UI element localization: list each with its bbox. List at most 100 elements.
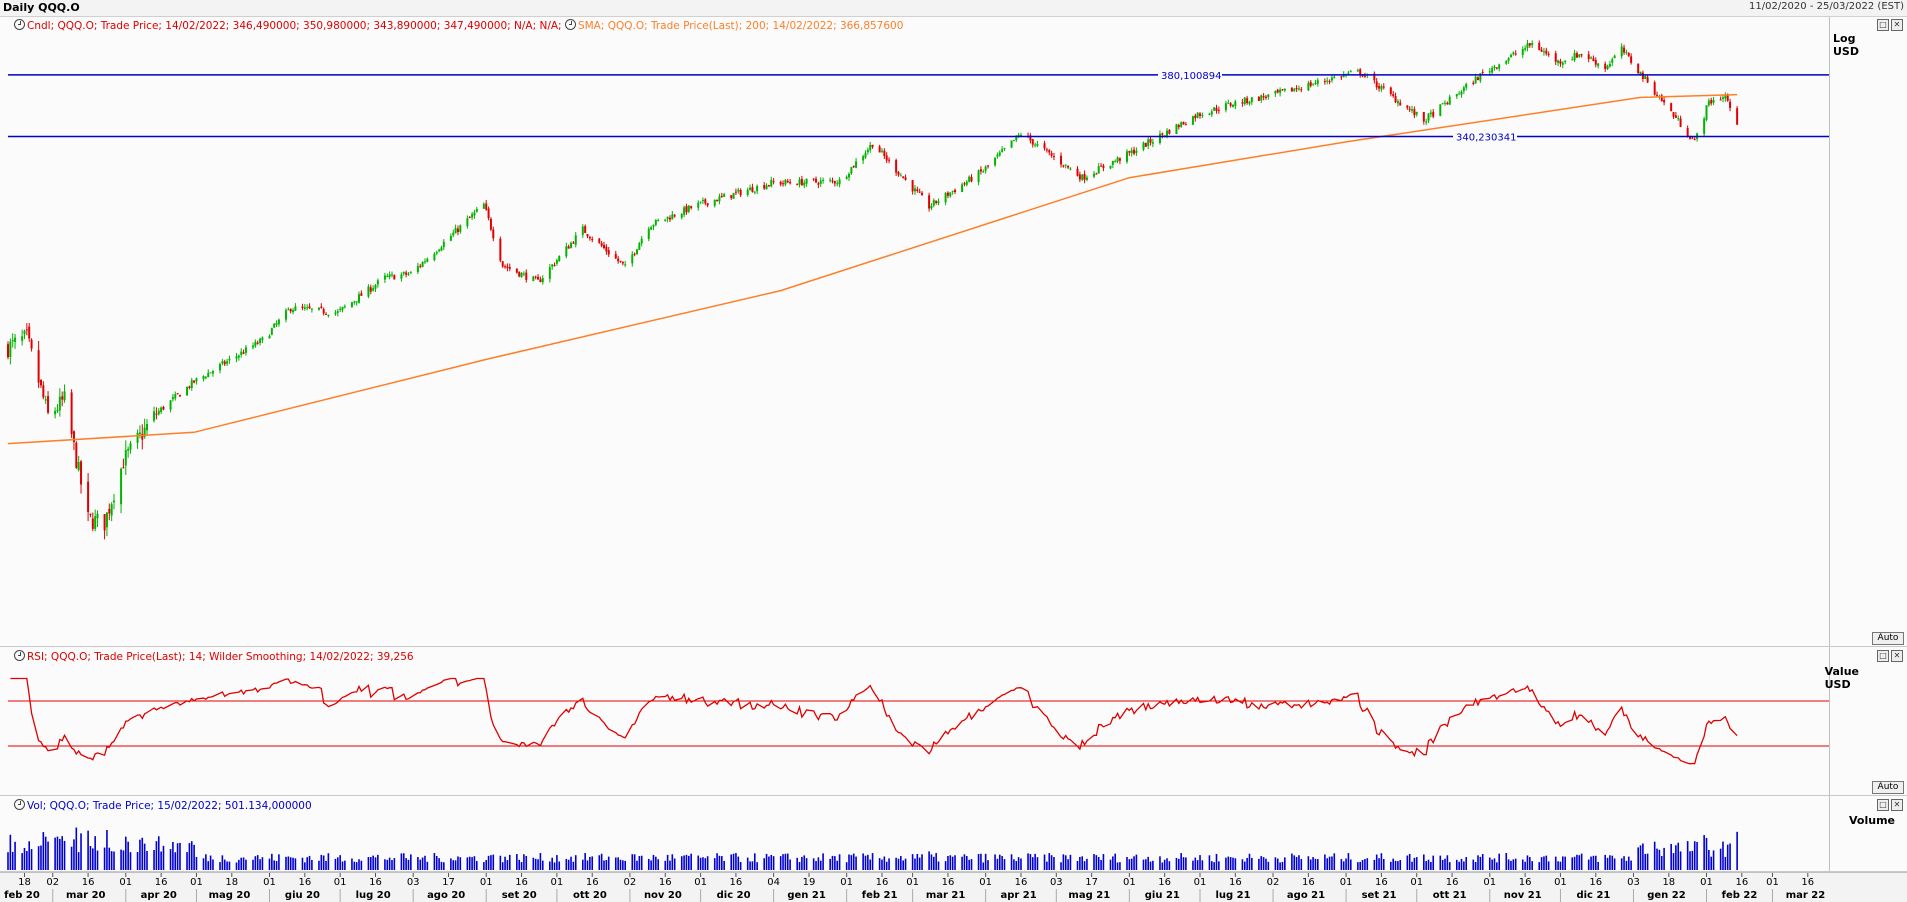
volume-bar — [188, 843, 191, 870]
time-axis[interactable]: 18 02 16 01 16 01 18 01 16 01 16 03 17 01 16 01 16 02 16 01… — [0, 872, 1907, 902]
price-chart[interactable]: 180200220240260280300320340360380380,100… — [0, 17, 1907, 646]
candle-body — [1241, 102, 1244, 104]
volume-bar — [614, 857, 617, 870]
volume-bar — [1472, 859, 1475, 870]
volume-bar — [141, 837, 144, 870]
candle-body — [1580, 54, 1583, 56]
rsi-settings-icon[interactable] — [14, 650, 25, 661]
volume-bar — [9, 834, 12, 870]
candle-body — [918, 191, 921, 193]
candle-body — [1547, 53, 1550, 55]
volume-bar — [402, 853, 405, 870]
candle-body — [866, 149, 869, 153]
candle-body — [1689, 136, 1692, 139]
volume-bar — [14, 841, 16, 870]
candle-body — [565, 246, 568, 257]
candle-body — [487, 208, 490, 219]
volume-bar — [322, 855, 325, 870]
volume-bar — [195, 856, 198, 870]
candle-body — [666, 216, 669, 219]
candle-body — [72, 431, 75, 443]
rsi-close-icon[interactable]: ✕ — [1891, 650, 1903, 662]
price-axis[interactable] — [1829, 17, 1907, 646]
volume-bar — [1168, 861, 1171, 870]
volume-bar — [965, 856, 968, 870]
volume-bar — [1036, 857, 1039, 870]
time-tick-day: 03 — [407, 877, 420, 888]
candle-body — [1623, 47, 1626, 53]
price-pane[interactable]: 180200220240260280300320340360380380,100… — [0, 17, 1907, 647]
rsi-chart[interactable]: 206039,256 — [0, 647, 1907, 795]
time-tick-day: 16 — [942, 877, 955, 888]
candle-body — [336, 311, 339, 313]
volume-bar — [558, 861, 561, 870]
volume-bar — [589, 856, 591, 870]
time-month-label: dic 20 — [717, 890, 751, 901]
volume-settings-icon[interactable] — [14, 799, 25, 810]
volume-bar — [944, 861, 947, 870]
candle-body — [831, 180, 834, 182]
rsi-pane[interactable]: 206039,256 RSI; QQQ.O; Trade Price(Last)… — [0, 647, 1907, 796]
volume-bar — [287, 856, 290, 870]
volume-bar — [749, 861, 751, 870]
volume-bar — [209, 855, 212, 870]
candle-body — [1015, 135, 1018, 141]
candle-body — [1078, 174, 1081, 180]
candle-body — [1639, 71, 1642, 75]
volume-close-icon[interactable]: ✕ — [1891, 799, 1903, 811]
volume-bar — [683, 855, 685, 870]
sma-settings-icon[interactable] — [564, 19, 576, 30]
rsi-axis[interactable] — [1829, 647, 1907, 795]
candle-body — [1439, 104, 1442, 116]
candle-body — [770, 179, 773, 187]
candle-body — [751, 187, 754, 192]
time-axis-svg[interactable]: 18 02 16 01 16 01 18 01 16 01 16 03 17 01 16 01 16 02 16 01… — [0, 873, 1907, 902]
rsi-auto-button[interactable]: Auto — [1872, 781, 1904, 794]
volume-bar — [1399, 860, 1402, 870]
volume-bar — [871, 853, 874, 870]
close-icon[interactable]: ✕ — [1891, 19, 1903, 31]
candle-body — [186, 386, 189, 396]
volume-pane[interactable]: 100M501.134,0000 Vol; QQQ.O; Trade Price… — [0, 796, 1907, 872]
time-month-label: lug 21 — [1215, 890, 1250, 901]
time-tick-day: 01 — [1123, 877, 1136, 888]
volume-bar — [1606, 857, 1609, 870]
candle-body — [1328, 81, 1331, 83]
candle-body — [994, 157, 997, 166]
volume-bar — [834, 856, 836, 870]
candle-body — [1231, 105, 1234, 107]
price-auto-button[interactable]: Auto — [1872, 632, 1904, 645]
volume-bar — [770, 854, 773, 870]
rsi-maximize-icon[interactable]: □ — [1877, 650, 1889, 662]
time-month-label: set 21 — [1362, 890, 1397, 901]
volume-maximize-icon[interactable]: □ — [1877, 799, 1889, 811]
volume-bar — [226, 861, 228, 870]
candle-body — [1297, 88, 1300, 90]
candle-body — [169, 400, 172, 410]
volume-bar — [812, 858, 815, 870]
volume-legend: Vol; QQQ.O; Trade Price; 15/02/2022; 501… — [14, 799, 312, 812]
candle-body — [63, 391, 66, 401]
volume-bar — [815, 861, 817, 870]
time-month-label: gen 22 — [1647, 890, 1685, 901]
volume-bar — [174, 852, 177, 870]
volume-bar — [1027, 853, 1029, 870]
maximize-icon[interactable]: □ — [1877, 19, 1889, 31]
volume-bar — [75, 827, 78, 870]
volume-bar — [426, 861, 429, 870]
candle-body — [619, 260, 622, 262]
volume-bar — [636, 860, 638, 870]
volume-bar — [556, 855, 558, 870]
candle-settings-icon[interactable] — [14, 19, 25, 30]
time-tick-day: 01 — [694, 877, 707, 888]
volume-bar — [483, 862, 485, 870]
candle-body — [1133, 149, 1136, 154]
volume-bar — [1672, 853, 1675, 870]
volume-bar — [968, 859, 970, 870]
volume-bar — [720, 856, 723, 870]
candle-body — [1415, 111, 1418, 115]
candle-body — [603, 244, 606, 248]
candle-body — [1474, 76, 1477, 84]
candle-body — [23, 330, 26, 335]
volume-bar — [96, 850, 99, 870]
